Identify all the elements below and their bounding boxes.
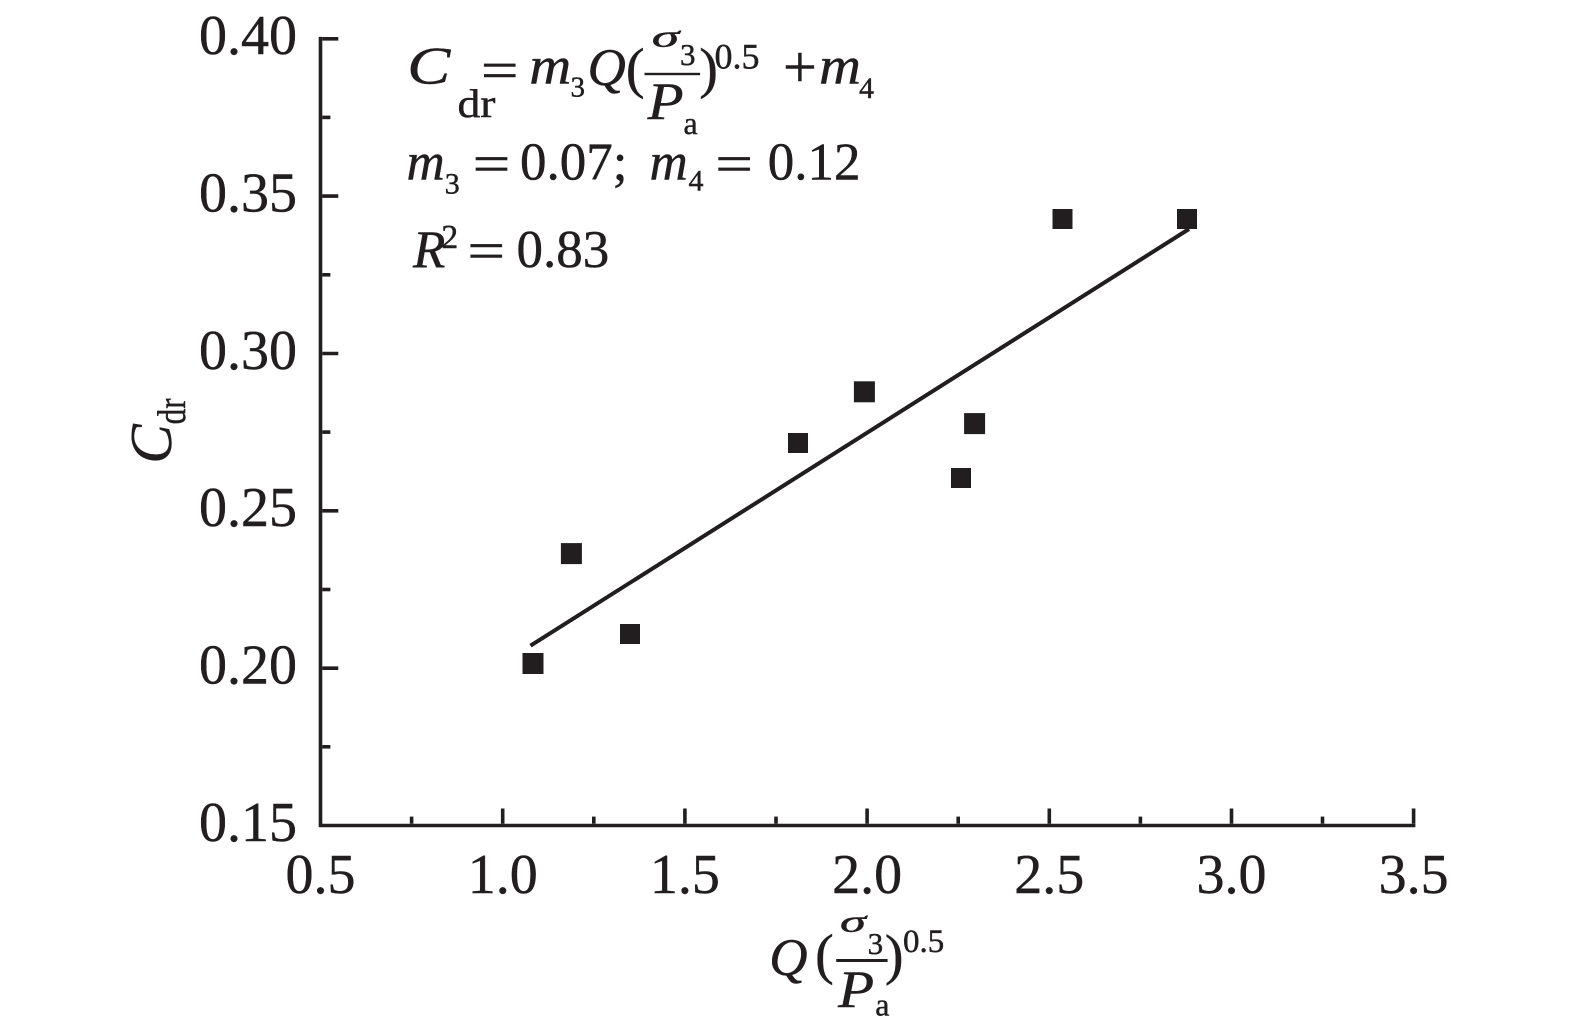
svg-text:σ: σ xyxy=(652,19,683,54)
svg-text:0.5: 0.5 xyxy=(903,924,944,960)
svg-text:): ) xyxy=(699,38,718,100)
svg-text:m: m xyxy=(407,134,445,192)
svg-text:+: + xyxy=(783,34,817,100)
svg-text:a: a xyxy=(684,105,698,141)
svg-text:P: P xyxy=(837,961,874,1019)
svg-text:0.5: 0.5 xyxy=(715,37,760,77)
svg-text:a: a xyxy=(875,987,889,1023)
svg-text:3: 3 xyxy=(445,168,460,201)
svg-text:=: = xyxy=(715,136,753,194)
svg-text:2.0: 2.0 xyxy=(832,844,902,906)
svg-text:1.0: 1.0 xyxy=(468,844,538,906)
svg-text:3: 3 xyxy=(868,926,884,961)
svg-text:0.30: 0.30 xyxy=(199,320,297,382)
svg-text:4: 4 xyxy=(689,165,704,198)
svg-text:0.12: 0.12 xyxy=(768,134,861,192)
svg-text:2.5: 2.5 xyxy=(1014,844,1084,906)
svg-text:(: ( xyxy=(626,38,645,100)
svg-text:0.40: 0.40 xyxy=(199,5,297,67)
svg-text:3.5: 3.5 xyxy=(1379,844,1449,906)
svg-text:Q: Q xyxy=(769,929,807,987)
svg-text:m: m xyxy=(650,134,688,192)
svg-text:dr: dr xyxy=(458,81,496,126)
svg-text:Q: Q xyxy=(588,39,626,97)
svg-text:4: 4 xyxy=(859,72,874,105)
svg-text:2: 2 xyxy=(441,219,458,256)
svg-text:): ) xyxy=(885,925,904,987)
svg-text:R: R xyxy=(412,221,445,279)
svg-text:0.5: 0.5 xyxy=(286,844,356,906)
svg-text:(: ( xyxy=(815,924,834,986)
svg-text:3: 3 xyxy=(571,72,586,104)
svg-text:P: P xyxy=(647,73,684,131)
svg-text:3: 3 xyxy=(680,37,696,72)
svg-text:m: m xyxy=(819,38,861,96)
svg-text:σ: σ xyxy=(840,904,869,939)
svg-text:3.0: 3.0 xyxy=(1197,844,1267,906)
svg-text:0.35: 0.35 xyxy=(199,162,297,224)
svg-text:0.15: 0.15 xyxy=(199,792,297,854)
svg-text:0.07;: 0.07; xyxy=(520,134,627,192)
svg-text:m: m xyxy=(529,38,571,96)
svg-text:C: C xyxy=(407,38,451,96)
svg-text:0.83: 0.83 xyxy=(517,221,610,279)
svg-text:0.25: 0.25 xyxy=(199,477,297,539)
svg-text:=: = xyxy=(467,223,505,281)
svg-text:=: = xyxy=(481,42,519,100)
svg-text:1.5: 1.5 xyxy=(650,844,720,906)
svg-text:0.20: 0.20 xyxy=(199,635,297,697)
svg-text:=: = xyxy=(473,136,511,194)
